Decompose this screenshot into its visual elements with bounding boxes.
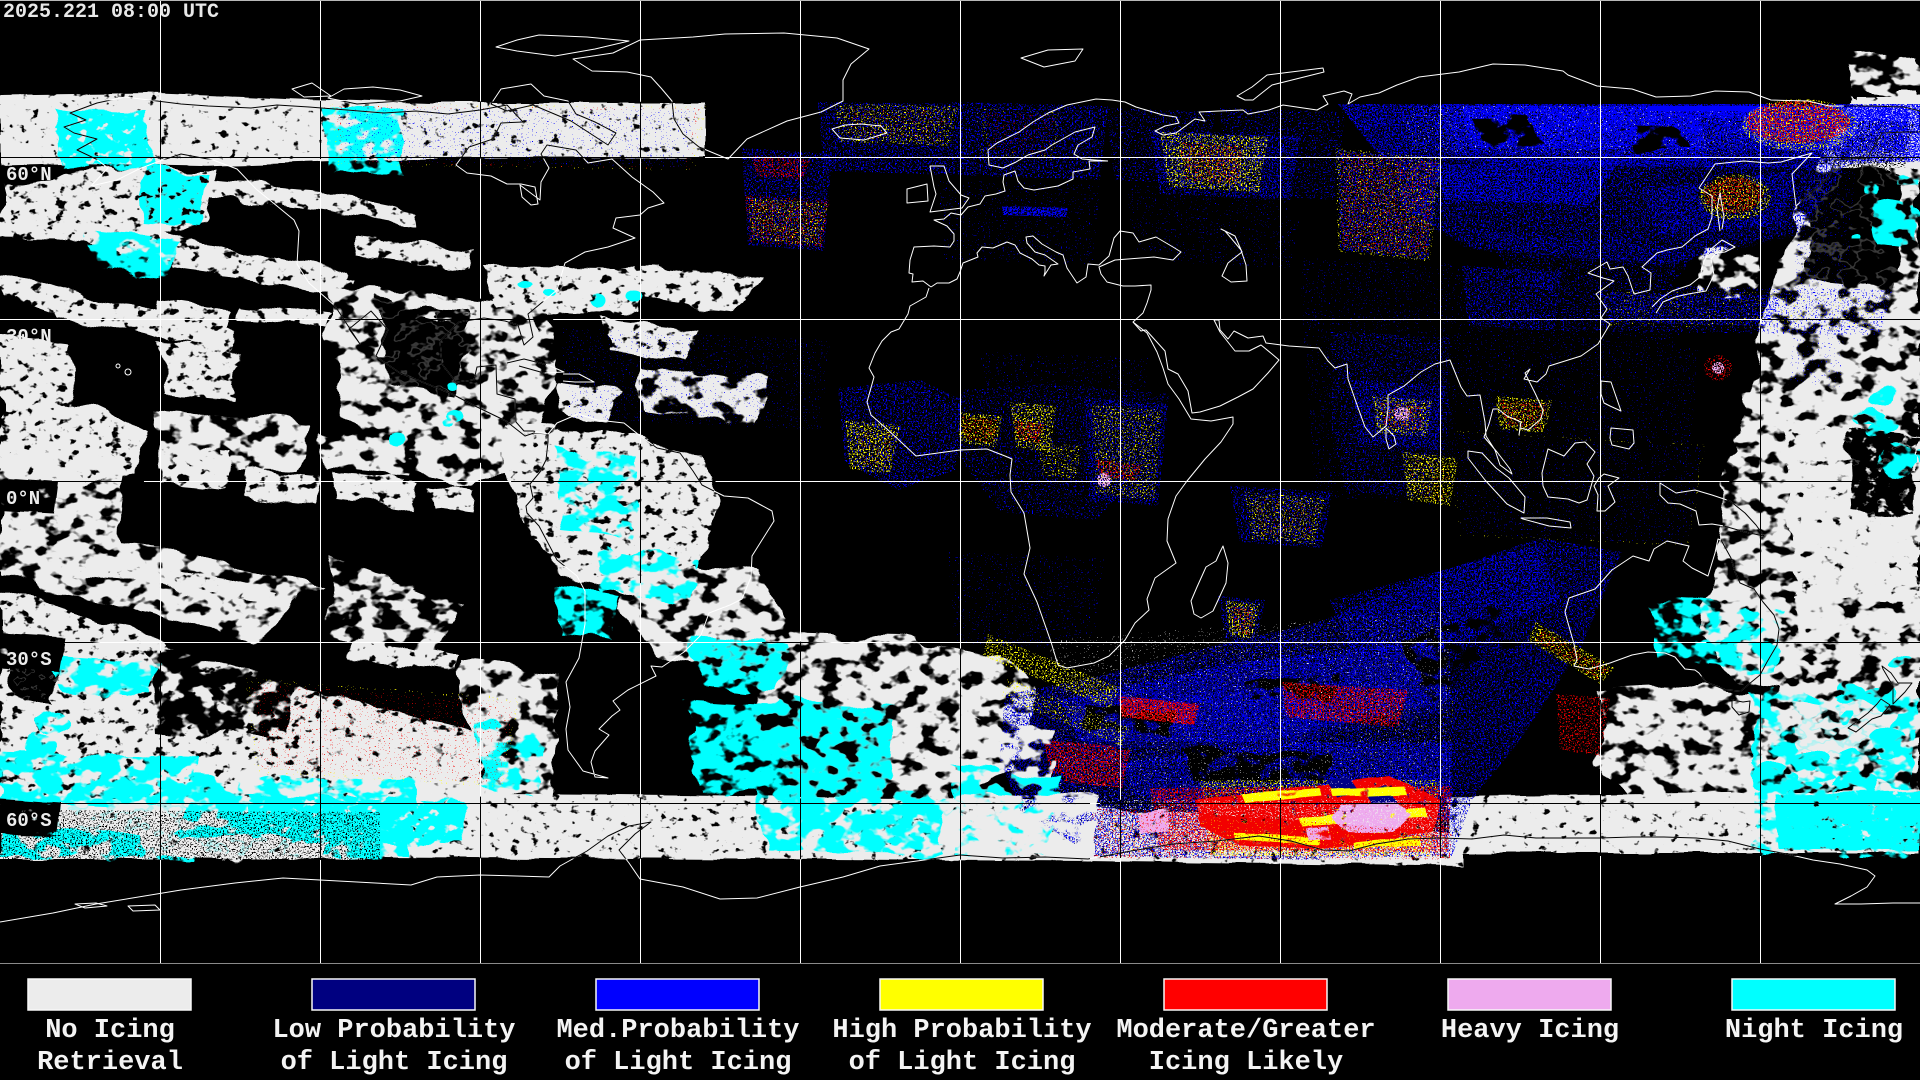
svg-text:0°N: 0°N — [6, 488, 40, 510]
svg-text:30°N: 30°N — [6, 326, 52, 348]
svg-text:of Light Icing: of Light Icing — [849, 1048, 1076, 1078]
svg-text:Night Icing: Night Icing — [1725, 1016, 1903, 1046]
svg-text:2025.221 08:00 UTC: 2025.221 08:00 UTC — [3, 1, 219, 24]
svg-text:High Probability: High Probability — [832, 1016, 1091, 1046]
svg-text:Icing Likely: Icing Likely — [1149, 1048, 1343, 1078]
svg-text:Moderate/Greater: Moderate/Greater — [1116, 1016, 1375, 1046]
svg-text:of Light Icing: of Light Icing — [281, 1048, 508, 1078]
svg-text:60°S: 60°S — [6, 810, 52, 832]
svg-text:Low Probability: Low Probability — [272, 1016, 515, 1046]
svg-text:No Icing: No Icing — [45, 1016, 175, 1046]
svg-text:of Light Icing: of Light Icing — [565, 1048, 792, 1078]
svg-text:Retrieval: Retrieval — [37, 1048, 183, 1078]
svg-text:Med.Probability: Med.Probability — [556, 1016, 799, 1046]
svg-text:60°N: 60°N — [6, 164, 52, 186]
svg-text:30°S: 30°S — [6, 649, 52, 671]
svg-text:Heavy Icing: Heavy Icing — [1441, 1016, 1619, 1046]
